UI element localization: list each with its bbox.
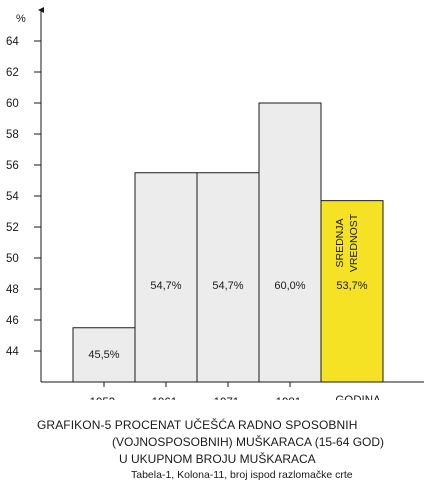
x-tick-label: 1971.	[214, 397, 243, 400]
bar	[196, 172, 260, 383]
y-tick-label: 50	[6, 253, 19, 265]
bar-inner-label: VREDNOST	[348, 213, 360, 272]
chart-caption-line2: (VOJNOSPOSOBNIH) MUŠKARACA (15-64 GOD)	[112, 435, 385, 449]
chart-caption-line1: GRAFIKON-5 PROCENAT UČEŠĆA RADNO SPOSOBN…	[37, 418, 358, 432]
y-tick-label: 64	[6, 36, 19, 48]
y-tick-label: 54	[6, 191, 19, 203]
bar-chart: % 44 46 48 50 52 54 56 58 60 62 64 45,5% 54,7% 54,7% 6…	[6, 7, 424, 400]
bars: 45,5% 54,7% 54,7% 60,0% 53,7% SREDNJA VREDNOST	[72, 102, 384, 383]
x-axis-label: GODINA	[335, 395, 381, 400]
chart-source-note: Tabela-1, Kolona-11, broj ispod razlomač…	[131, 469, 353, 481]
y-tick-label: 46	[6, 315, 19, 327]
bar	[258, 102, 322, 383]
bar-value-label: 60,0%	[274, 280, 305, 292]
y-tick-label: 58	[6, 129, 19, 141]
y-tick-label: 56	[6, 160, 19, 172]
x-tick-label: 1953.	[90, 397, 119, 400]
y-tick-label: 52	[6, 222, 19, 234]
y-tick-label: 60	[6, 98, 19, 110]
x-tick-label: 1981.	[276, 397, 305, 400]
x-tick-label: 1961.	[152, 397, 181, 400]
bar	[134, 172, 198, 383]
bar-value-label: 45,5%	[88, 349, 119, 361]
bar	[320, 200, 384, 383]
y-tick-label: 62	[6, 67, 19, 79]
bar-value-label: 54,7%	[150, 280, 181, 292]
bar-inner-label: SREDNJA	[334, 218, 346, 267]
y-axis-label: %	[16, 13, 26, 25]
chart-caption-line3: U UKUPNOM BROJU MUŠKARACA	[119, 452, 316, 466]
y-tick-label: 48	[6, 284, 19, 296]
bar-value-label: 53,7%	[336, 280, 367, 292]
y-axis: % 44 46 48 50 52 54 56 58 60 62 64	[6, 7, 44, 382]
bar	[72, 327, 136, 383]
bar-value-label: 54,7%	[212, 280, 243, 292]
y-tick-label: 44	[6, 346, 19, 358]
x-axis: 1953. 1961. 1971. 1981. GODINA	[41, 381, 424, 400]
